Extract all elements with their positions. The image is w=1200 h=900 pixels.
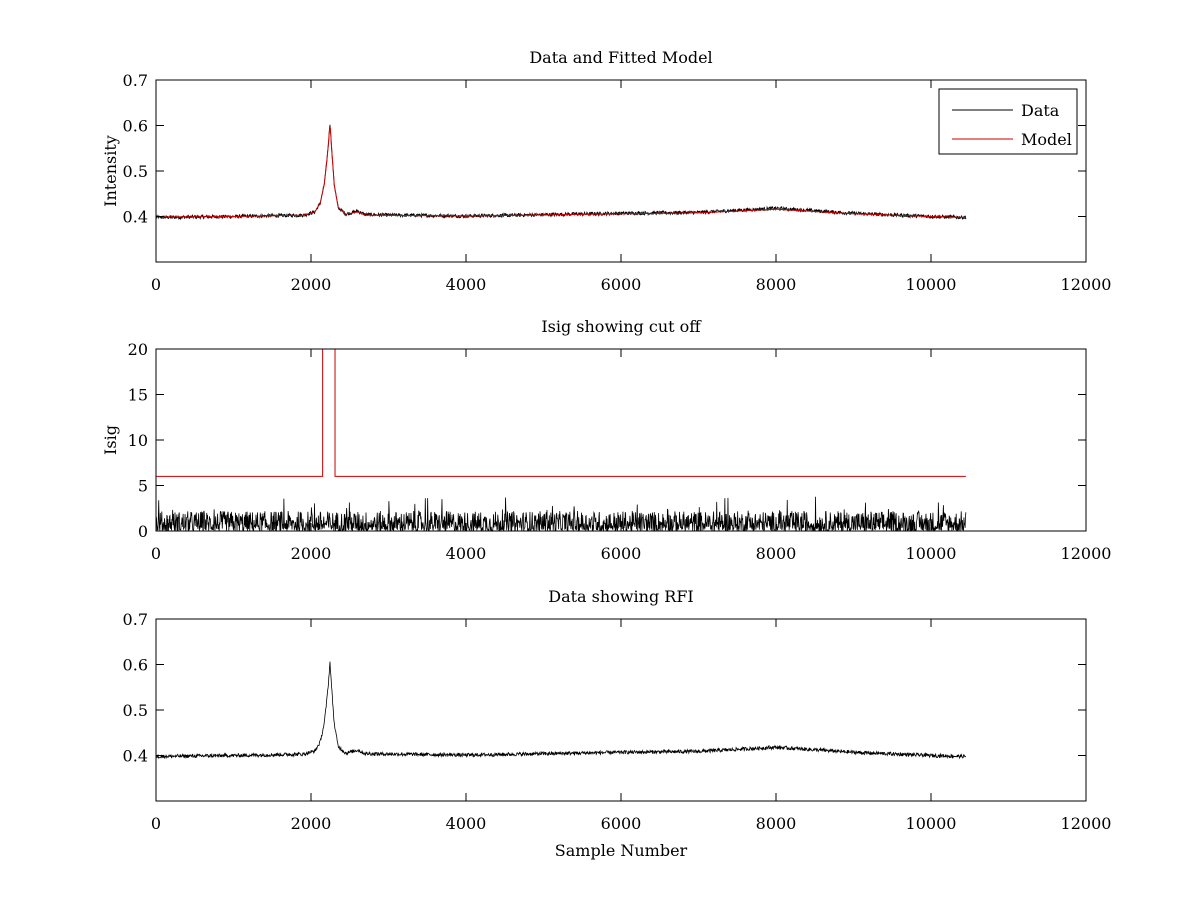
legend-label: Model [1021, 130, 1072, 149]
y-tick-label: 0.5 [123, 701, 148, 720]
axes-box [155, 618, 1087, 802]
chart-title: Data showing RFI [548, 587, 693, 606]
chart-panel-1: 0 2000 4000 6000 8000 10000 12000 0.4 0.5 0.6 0.7 D… [101, 48, 1111, 294]
series-line-1 [156, 496, 967, 531]
y-tick-label: 0.7 [123, 71, 148, 90]
x-tick-label: 0 [151, 275, 161, 294]
y-tick-label: 15 [128, 386, 148, 405]
y-axis-label: Isig [101, 425, 120, 455]
y-tick-label: 10 [128, 431, 148, 450]
plot-area [156, 661, 967, 760]
y-tick-label: 5 [138, 477, 148, 496]
plot-area [156, 124, 967, 221]
x-tick-label: 12000 [1061, 544, 1112, 563]
x-tick-label: 6000 [601, 814, 642, 833]
x-tick-label: 8000 [756, 275, 797, 294]
series-line-2 [156, 349, 966, 477]
legend: Data Model [938, 88, 1078, 155]
legend-label: Data [1021, 101, 1060, 120]
chart-title: Data and Fitted Model [529, 48, 712, 67]
x-tick-label: 4000 [446, 275, 487, 294]
x-tick-label: 0 [151, 544, 161, 563]
x-tick-label: 4000 [446, 544, 487, 563]
y-tick-label: 20 [128, 340, 148, 359]
x-axis-label: Sample Number [555, 841, 688, 860]
x-tick-label: 10000 [906, 814, 957, 833]
legend-box [938, 88, 1078, 155]
y-axis-label: Intensity [101, 135, 120, 207]
x-tick-label: 8000 [756, 544, 797, 563]
x-tick-label: 10000 [906, 544, 957, 563]
x-tick-label: 12000 [1061, 275, 1112, 294]
plot-area [156, 349, 967, 531]
y-tick-label: 0.6 [123, 117, 148, 136]
y-tick-label: 0.4 [123, 208, 148, 227]
y-tick-label: 0.7 [123, 610, 148, 629]
y-tick-label: 0.6 [123, 656, 148, 675]
chart-panel-3: 0 2000 4000 6000 8000 10000 12000 0.4 0.5 0.6 0.7 D… [123, 587, 1112, 860]
x-tick-label: 2000 [291, 275, 332, 294]
x-tick-label: 8000 [756, 814, 797, 833]
y-tick-label: 0.4 [123, 747, 148, 766]
x-tick-label: 4000 [446, 814, 487, 833]
y-tick-label: 0 [138, 522, 148, 541]
x-tick-label: 2000 [291, 544, 332, 563]
chart-title: Isig showing cut off [541, 317, 702, 336]
x-tick-label: 12000 [1061, 814, 1112, 833]
x-tick-label: 10000 [906, 275, 957, 294]
axes-box [155, 348, 1087, 532]
series-line-2 [156, 126, 966, 218]
x-tick-label: 0 [151, 814, 161, 833]
x-tick-label: 2000 [291, 814, 332, 833]
series-line-1 [156, 661, 967, 760]
x-tick-label: 6000 [601, 275, 642, 294]
x-tick-label: 6000 [601, 544, 642, 563]
chart-panel-2: 0 2000 4000 6000 8000 10000 12000 0 5 10 15 20 Isig … [101, 317, 1111, 563]
y-tick-label: 0.5 [123, 162, 148, 181]
series-line-1 [156, 124, 967, 221]
